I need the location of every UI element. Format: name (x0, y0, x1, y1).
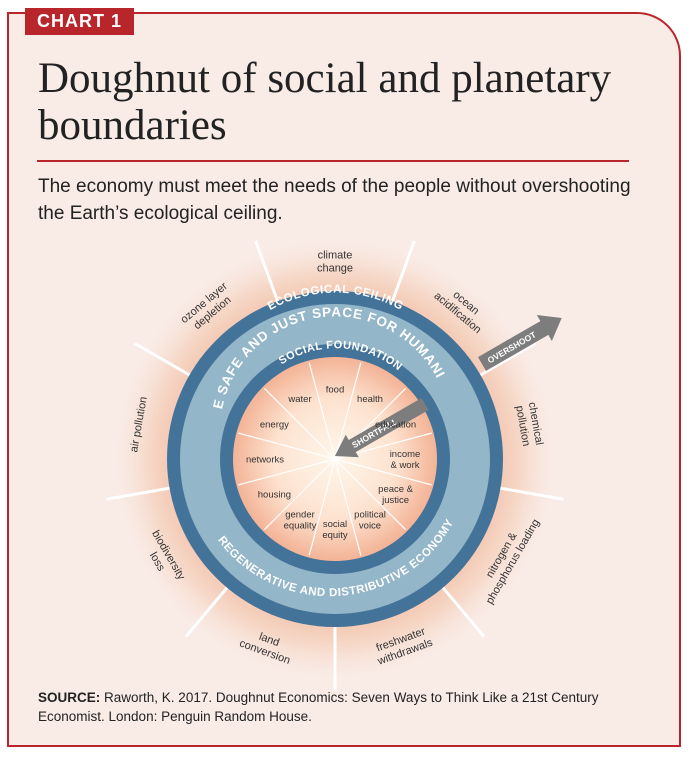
social-foundation-item: energy (260, 420, 289, 431)
social-foundation-item-line: justice (381, 495, 409, 506)
ecological-boundary-label-line: climate (318, 250, 353, 262)
social-foundation-item-line: political (354, 510, 386, 521)
social-item-divider (238, 432, 336, 460)
social-foundation-item: networks (246, 455, 284, 466)
social-foundation-item: food (326, 385, 345, 396)
social-item-divider (308, 362, 336, 460)
social-foundation-item-line: & work (390, 460, 419, 471)
boundary-spoke (492, 485, 564, 501)
social-foundation-item: peace &justice (378, 484, 414, 506)
chart-subtitle: The economy must meet the needs of the p… (38, 176, 631, 224)
social-item-divider (238, 458, 336, 486)
boundary-spoke (254, 240, 282, 310)
social-foundation-item-line: voice (359, 521, 381, 532)
social-foundation-item: education (375, 420, 416, 431)
social-item-divider (263, 458, 336, 531)
chart-title: Doughnut of social and planetary boundar… (38, 55, 612, 149)
social-foundation-item-line: social (323, 519, 347, 530)
social-foundation-item-line: energy (260, 420, 289, 431)
ecological-boundary-label-line: change (317, 263, 353, 275)
chart-number-tag: CHART 1 (25, 8, 135, 35)
social-foundation-item-line: gender (285, 510, 315, 521)
social-foundation-item-line: food (326, 385, 345, 396)
social-foundation-item: water (287, 394, 311, 405)
source-note: SOURCE: Raworth, K. 2017. Doughnut Econo… (38, 688, 648, 726)
social-item-divider (334, 362, 362, 460)
social-foundation-labels: food health education income& work peace &ju… (246, 385, 420, 542)
social-item-divider (334, 458, 362, 556)
social-foundation-item-line: equality (284, 521, 317, 532)
social-foundation-item: health (357, 394, 383, 405)
boundary-spoke (436, 580, 486, 638)
social-foundation-item-line: health (357, 394, 383, 405)
social-foundation-item-line: education (375, 420, 416, 431)
source-text: Raworth, K. 2017. Doughnut Economics: Se… (38, 690, 599, 724)
boundary-spoke (472, 341, 537, 381)
social-item-divider (334, 458, 407, 531)
social-foundation-item-line: income (390, 449, 421, 460)
boundary-spoke (133, 341, 198, 381)
title-divider (37, 160, 629, 162)
social-foundation-item-line: equity (322, 530, 348, 541)
social-foundation-item: housing (258, 490, 291, 501)
social-item-divider (308, 458, 336, 556)
social-foundation-item-line: housing (258, 490, 291, 501)
boundary-spoke (388, 240, 416, 310)
boundary-spoke (106, 485, 178, 501)
social-foundation-item-line: water (287, 394, 311, 405)
social-foundation-item-line: peace & (378, 484, 414, 495)
boundary-spokes (106, 240, 564, 691)
social-item-divider (334, 458, 432, 486)
social-foundation-item-line: networks (246, 455, 284, 466)
social-item-divider (263, 387, 336, 460)
social-foundation-item: income& work (390, 449, 421, 471)
boundary-spoke (184, 580, 234, 638)
source-label: SOURCE: (38, 690, 101, 705)
